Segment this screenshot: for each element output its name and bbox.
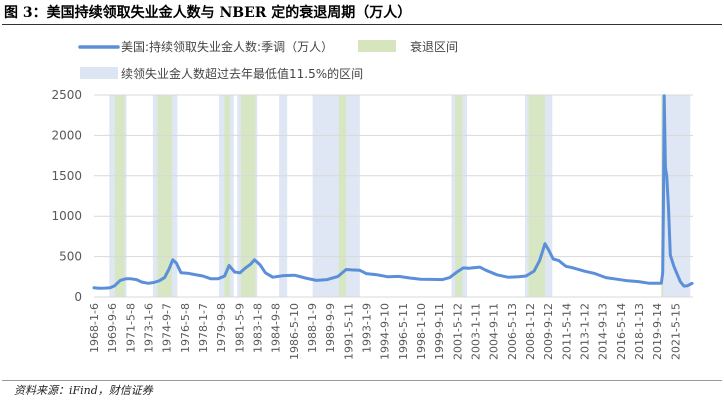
x-tick-label: 2004-9-11 — [488, 303, 501, 360]
x-tick-label: 1981-5-9 — [233, 303, 246, 353]
y-tick-label: 2500 — [51, 88, 82, 102]
x-tick-label: 1991-5-11 — [342, 303, 355, 360]
x-tick-label: 1989-9-9 — [324, 303, 337, 353]
y-tick-label: 2000 — [51, 128, 82, 142]
x-tick-label: 1983-1-8 — [251, 303, 264, 353]
x-tick-label: 1974-9-7 — [161, 303, 174, 353]
x-tick-label: 1986-5-10 — [288, 303, 301, 360]
legend: 美国:持续领取失业金人数:季调（万人） 衰退区间 续领失业金人数超过去年最低值1… — [78, 39, 458, 81]
x-tick-label: 1998-1-10 — [415, 303, 428, 360]
chart: 美国:持续领取失业金人数:季调（万人） 衰退区间 续领失业金人数超过去年最低值1… — [51, 39, 694, 360]
x-tick-label: 1994-9-10 — [379, 303, 392, 360]
legend-swatch-above-min — [80, 67, 118, 79]
x-tick-label: 1979-9-8 — [215, 303, 228, 353]
x-tick-label: 1984-9-8 — [270, 303, 283, 353]
x-tick-label: 1988-1-9 — [306, 303, 319, 353]
x-tick-label: 2021-5-15 — [669, 303, 682, 360]
legend-label-claims: 美国:持续领取失业金人数:季调（万人） — [121, 39, 333, 54]
figure-title: 图 3：美国持续领取失业金人数与 NBER 定的衰退周期（万人） — [4, 5, 412, 21]
legend-label-recession: 衰退区间 — [410, 39, 458, 54]
x-tick-label: 1971-5-8 — [124, 303, 137, 353]
x-tick-label: 2016-5-14 — [615, 303, 628, 360]
band-recession — [114, 95, 125, 297]
band-recession — [455, 95, 463, 297]
x-tick-label: 1969-9-6 — [106, 303, 119, 353]
x-tick-label: 2001-5-12 — [451, 303, 464, 360]
band-recession — [157, 95, 172, 297]
band-above-min — [312, 95, 360, 297]
x-tick-label: 1996-5-11 — [397, 303, 410, 360]
x-tick-label: 1968-1-6 — [88, 303, 101, 353]
y-axis: 0 500 1000 1500 2000 2500 — [51, 88, 82, 304]
x-tick-label: 1999-9-11 — [433, 303, 446, 360]
band-recession — [338, 95, 347, 297]
x-tick-label: 1976-5-8 — [179, 303, 192, 353]
series-line-continuing-claims — [92, 94, 694, 290]
band-recession — [528, 95, 546, 297]
x-tick-label: 1973-1-6 — [142, 303, 155, 353]
y-tick-label: 0 — [74, 290, 82, 304]
x-tick-label: 1993-1-9 — [360, 303, 373, 353]
y-tick-label: 1000 — [51, 209, 82, 223]
band-above-min — [279, 95, 288, 297]
x-tick-label: 2013-1-12 — [578, 303, 591, 360]
title-rule — [2, 24, 722, 25]
x-tick-label: 2006-5-13 — [506, 303, 519, 360]
shaded-bands — [109, 95, 691, 297]
y-tick-label: 500 — [59, 250, 82, 264]
x-tick-label: 2011-5-14 — [560, 303, 573, 360]
x-axis: 1968-1-6 1969-9-6 1971-5-8 1973-1-6 1974-9-7… — [88, 303, 682, 360]
gridlines — [94, 94, 693, 258]
band-recession — [224, 95, 231, 297]
x-tick-label: 2003-1-11 — [469, 303, 482, 360]
x-tick-label: 2019-9-14 — [651, 303, 664, 360]
legend-label-above-min: 续领失业金人数超过去年最低值11.5%的区间 — [121, 66, 363, 81]
source-rule — [2, 380, 722, 381]
legend-swatch-recession — [358, 40, 396, 52]
x-tick-label: 2014-9-13 — [597, 303, 610, 360]
x-tick-label: 2009-9-12 — [542, 303, 555, 360]
x-tick-label: 2018-1-13 — [633, 303, 646, 360]
x-tick-label: 2008-1-12 — [524, 303, 537, 360]
y-tick-label: 1500 — [51, 169, 82, 183]
x-tick-label: 1978-1-7 — [197, 303, 210, 353]
source-note: 资料来源：iFind，财信证券 — [14, 384, 153, 397]
band-recession — [240, 95, 256, 297]
